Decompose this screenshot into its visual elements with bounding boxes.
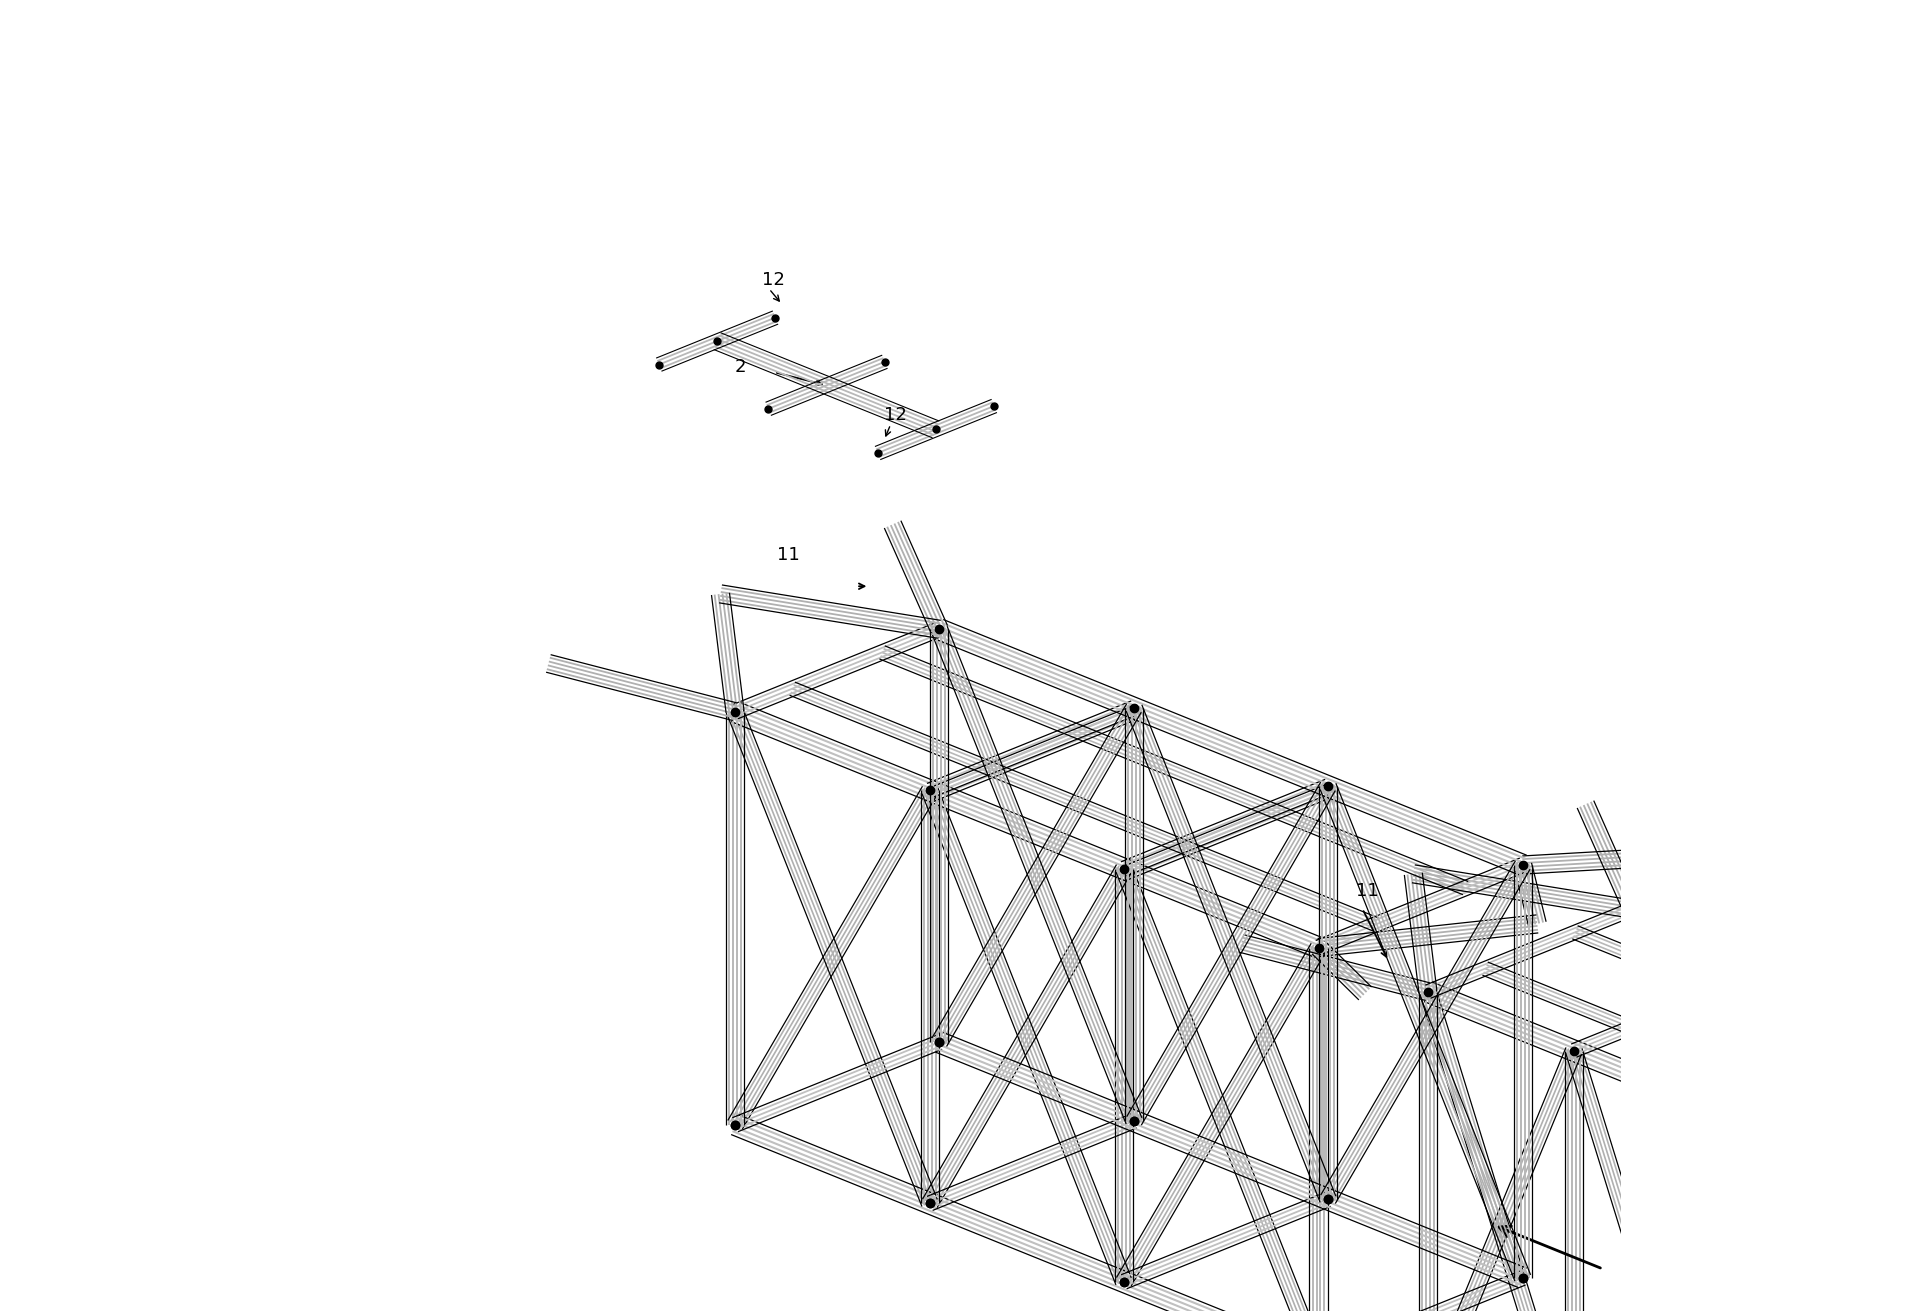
Text: 11: 11 bbox=[778, 545, 799, 564]
Text: 12: 12 bbox=[762, 271, 786, 288]
Text: 2: 2 bbox=[735, 358, 745, 376]
Text: 11: 11 bbox=[1355, 881, 1378, 899]
Text: 12: 12 bbox=[884, 406, 907, 425]
